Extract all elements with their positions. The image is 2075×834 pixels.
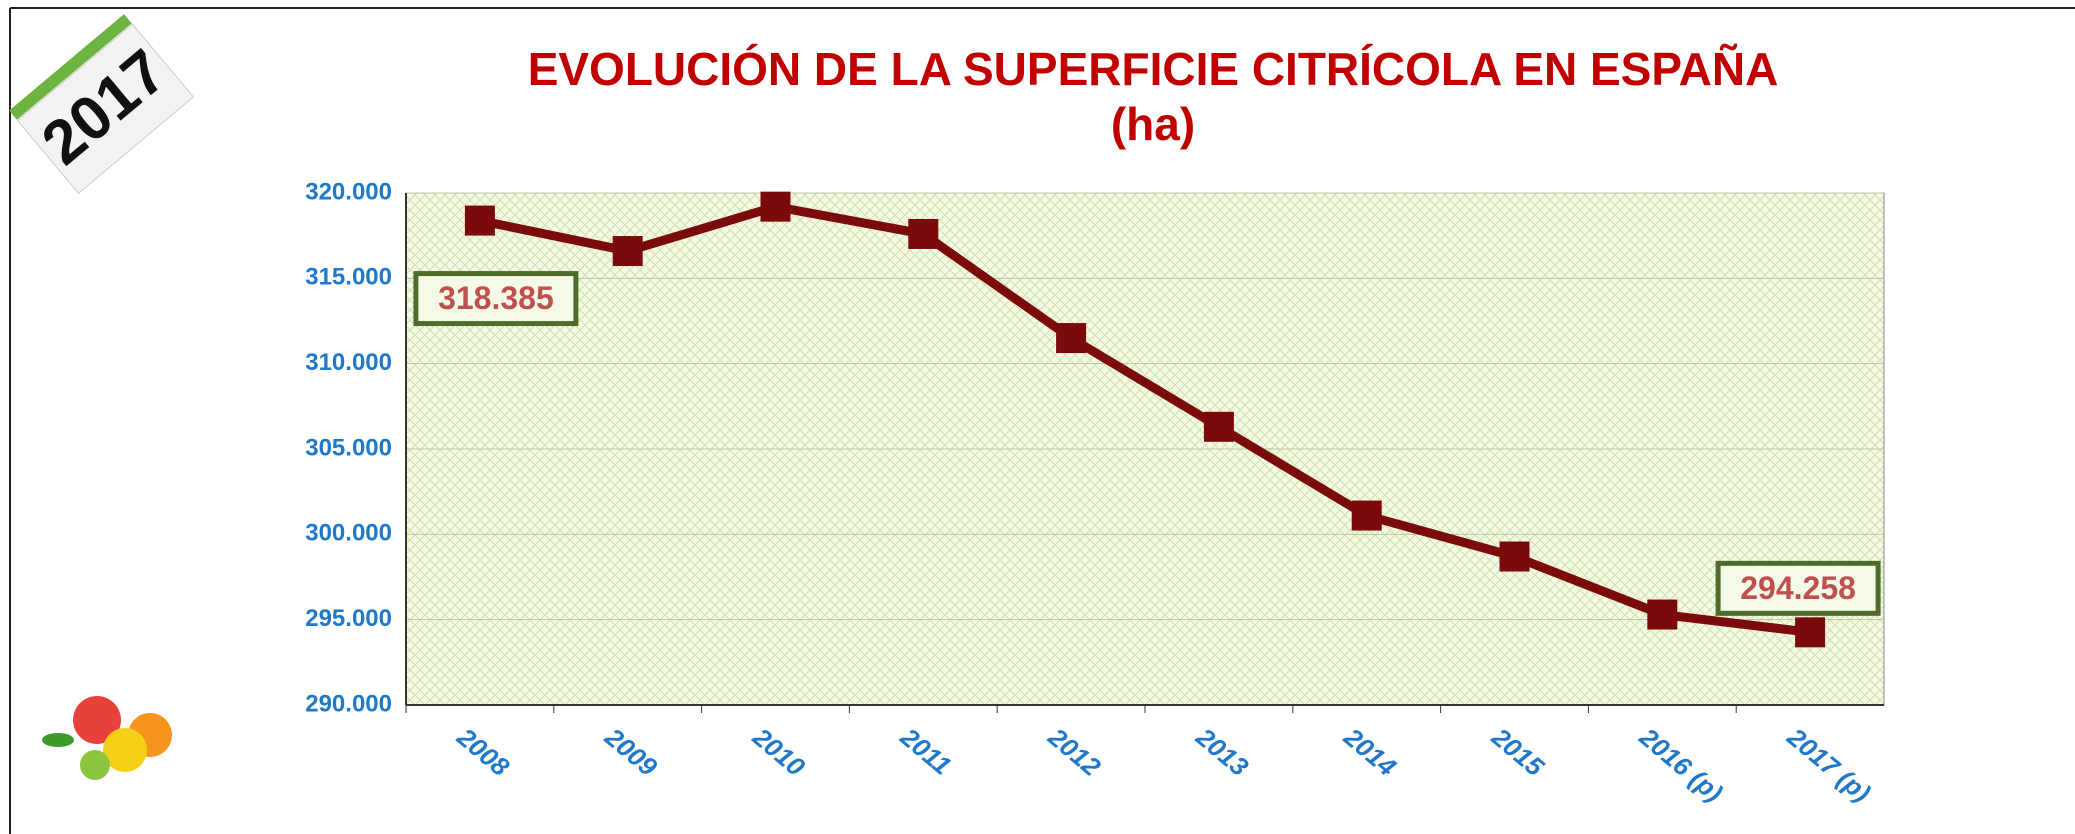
y-tick-label: 310.000 — [305, 349, 392, 376]
grapefruit — [73, 696, 121, 744]
badge-paper — [16, 23, 195, 195]
marker — [612, 236, 643, 267]
y-tick-label: 315.000 — [305, 264, 392, 291]
y-tick-label: 290.000 — [305, 690, 392, 717]
y-tick-label: 300.000 — [305, 520, 392, 547]
badge-strip — [9, 14, 132, 120]
chart-subtitle: (ha) — [1111, 98, 1195, 150]
marker — [1499, 541, 1530, 572]
line — [478, 202, 1811, 637]
y-tick-label: 320.000 — [305, 178, 392, 205]
value-label: 294.258 — [1740, 570, 1856, 606]
lime — [80, 750, 110, 780]
marker — [1647, 599, 1678, 630]
marker — [1203, 411, 1234, 442]
value-label-box — [1715, 560, 1881, 616]
value-label: 318.385 — [438, 280, 554, 316]
y-tick-label: 295.000 — [305, 605, 392, 632]
y-tick-label: 305.000 — [305, 434, 392, 461]
marker — [760, 191, 791, 222]
value-label-box — [413, 271, 579, 327]
lemon — [103, 728, 147, 772]
fruit-icon — [42, 696, 172, 780]
leaf — [42, 733, 74, 747]
marker — [464, 205, 495, 236]
chart-title: EVOLUCIÓN DE LA SUPERFICIE CITRÍCOLA EN … — [528, 43, 1779, 95]
marker — [1795, 617, 1826, 648]
marker — [1056, 323, 1087, 354]
marker — [908, 218, 939, 249]
marker — [1351, 500, 1382, 531]
